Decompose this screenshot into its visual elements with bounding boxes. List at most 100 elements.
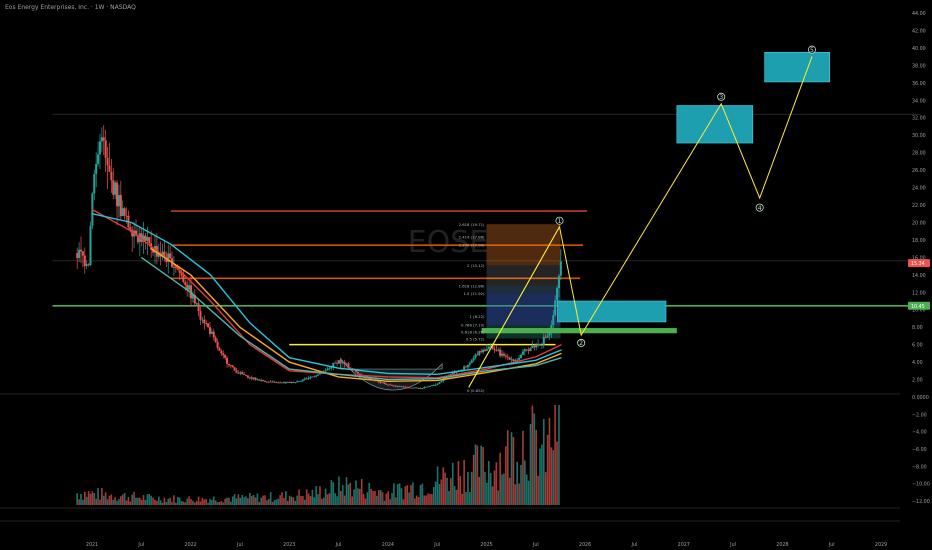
y-axis-tick-label: 18.00 [912,238,926,244]
x-axis-tick-label: 2025 [480,542,492,548]
volume-bar [514,484,517,505]
volume-bar [364,498,367,505]
volume-bar [209,498,211,505]
candle-body [197,303,200,312]
candle-body [495,349,498,351]
volume-bar [290,496,293,505]
candle-body [554,300,557,316]
volume-bar [152,497,154,505]
volume-bar [144,499,147,505]
candle-body [436,383,439,385]
volume-bar [349,482,352,505]
candle-body [392,385,395,387]
candle-body [347,363,350,368]
volume-bar [190,499,192,505]
volume-bar [438,483,441,505]
volume-bar [482,447,484,505]
volume-bar [417,496,420,505]
candle-body [129,227,132,230]
volume-bar [442,467,445,505]
candle-body [337,360,340,364]
candle-body [336,362,339,364]
volume-bar [415,495,418,505]
candle-body [258,379,261,381]
candle-body [214,337,217,342]
volume-bar [451,462,454,505]
candle-body [208,327,211,334]
candle-body [556,288,559,301]
volume-bar [387,491,390,505]
volume-bar [393,483,395,505]
y-axis-tick-label: 30.00 [912,133,926,139]
volume-bar [178,497,181,505]
volume-bar [239,497,242,505]
volume-bar [395,497,397,505]
candle-body [419,388,422,389]
volume-bar [188,496,190,505]
candle-body [493,348,496,350]
candle-body [191,294,194,299]
y-axis-tick-label: 4.00 [912,360,923,366]
volume-bar [286,500,289,505]
x-axis-tick-label: 2027 [678,542,690,548]
candle-body [383,382,386,384]
candle-body [529,347,532,352]
volume-bar [357,488,359,505]
volume-bar [446,477,448,505]
volume-bar [266,500,268,505]
volume-bar [298,489,300,505]
candle-body [262,379,265,381]
volume-bar [434,481,437,505]
candle-body [95,163,98,175]
volume-bar [159,500,162,505]
candle-body [504,355,507,357]
candle-body [330,367,333,369]
candle-body [476,354,479,356]
volume-bar [101,488,103,505]
volume-bar [455,489,458,505]
candle-body [501,353,504,356]
candle-body [474,354,477,358]
fib-zone [486,293,561,326]
volume-bar [512,436,515,505]
volume-bar [326,494,329,505]
wave-label-text: 4 [758,205,762,212]
candle-body [83,255,86,267]
volume-bar [76,493,79,505]
volume-bar [484,471,486,505]
wave-label-text: 1 [558,218,562,225]
volume-bar [556,441,558,505]
candle-body [328,368,331,369]
volume-bar [300,496,302,505]
candle-body [85,264,88,267]
volume-bar [541,444,543,505]
volume-bar [250,496,253,505]
fib-level-label: 2.618 (19.71) [459,222,485,227]
volume-bar [524,460,526,505]
volume-bar [167,498,170,505]
volume-bar [552,450,555,505]
candle-body [434,384,437,386]
volume-bar [381,492,384,505]
x-axis-tick-label: Jul [828,542,835,548]
candle-body [425,386,428,388]
candle-body [537,344,540,346]
volume-bar [78,499,80,505]
volume-bar [537,475,539,505]
volume-bar [142,495,145,505]
candle-body [334,362,337,364]
volume-bar [127,496,130,505]
volume-bar [377,490,380,505]
candle-body [131,229,134,237]
candle-body [210,331,213,334]
candle-body [119,194,122,217]
volume-bar [233,494,236,505]
candle-body [400,386,403,388]
candle-body [294,382,297,384]
volume-bar [247,498,249,505]
candle-body [237,372,240,374]
volume-bar [508,477,511,505]
candle-body [233,367,236,371]
candle-body [108,165,111,172]
